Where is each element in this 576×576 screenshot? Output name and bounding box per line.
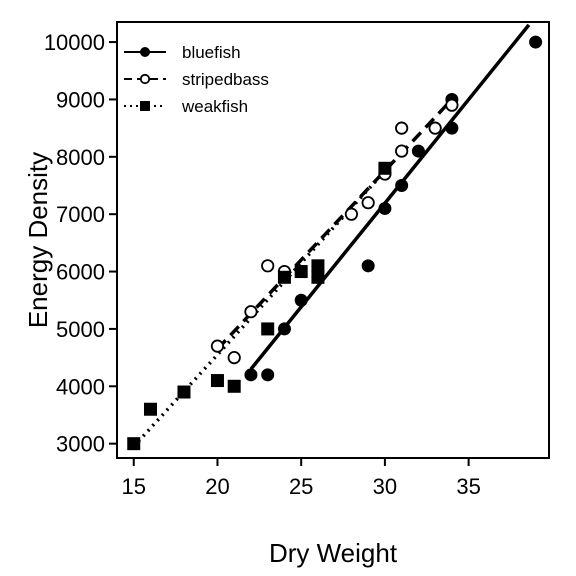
weakfish-point — [311, 259, 325, 273]
legend-label: weakfish — [181, 97, 248, 116]
stripedbass-point — [428, 121, 442, 135]
weakfish-point — [294, 265, 308, 279]
y-tick-label: 9000 — [56, 87, 105, 112]
bluefish-point — [378, 201, 392, 215]
y-tick-label: 7000 — [56, 202, 105, 227]
y-tick-label: 10000 — [44, 30, 105, 55]
y-tick-label: 5000 — [56, 317, 105, 342]
x-tick-label: 15 — [122, 474, 146, 499]
x-axis-title: Dry Weight — [269, 538, 398, 568]
stripedbass-point — [210, 339, 225, 353]
stripedbass-point — [361, 196, 375, 210]
y-tick-label: 4000 — [56, 374, 105, 399]
bluefish-point — [395, 179, 409, 192]
y-tick-label: 3000 — [56, 432, 105, 457]
stripedbass-fit-line — [216, 98, 454, 351]
bluefish-point — [244, 368, 258, 382]
stripedbass-point — [244, 305, 258, 319]
weakfish-point — [311, 270, 325, 284]
x-tick-label: 30 — [373, 474, 397, 499]
weakfish-point — [378, 161, 392, 175]
legend: bluefish stripedbass weakfish — [124, 43, 269, 116]
x-tick-label: 20 — [205, 474, 229, 499]
bluefish-point — [361, 259, 375, 273]
bluefish-point — [261, 368, 275, 382]
legend-marker — [140, 47, 150, 57]
y-tick-label: 6000 — [56, 260, 105, 285]
weakfish-point — [277, 270, 291, 284]
legend-entry-weakfish: weakfish — [124, 97, 248, 116]
legend-entry-bluefish: bluefish — [124, 43, 241, 62]
regression-lines — [132, 23, 531, 448]
x-tick-label: 35 — [456, 474, 480, 499]
legend-entry-stripedbass: stripedbass — [124, 70, 269, 89]
legend-label: stripedbass — [182, 70, 269, 89]
legend-marker — [140, 101, 150, 111]
data-points — [127, 35, 543, 451]
stripedbass-point — [261, 259, 275, 273]
bluefish-fit-line — [249, 23, 531, 371]
axis-ticks: 15 20 25 30 35 3000 4000 5000 6000 7000 8000 9000 10… — [44, 30, 481, 499]
bluefish-point — [294, 293, 308, 307]
legend-marker — [139, 73, 151, 85]
weakfish-point — [177, 385, 191, 399]
y-tick-label: 8000 — [56, 145, 105, 170]
weakfish-point — [210, 374, 224, 388]
y-axis-title: Energy Density — [23, 152, 53, 328]
stripedbass-point — [344, 207, 359, 221]
x-tick-label: 25 — [289, 474, 313, 499]
stripedbass-point — [395, 121, 409, 135]
weakfish-point — [261, 322, 275, 336]
weakfish-point — [143, 402, 157, 416]
legend-label: bluefish — [182, 43, 241, 62]
bluefish-point — [445, 121, 459, 135]
bluefish-point — [277, 322, 291, 336]
plot-frame — [116, 21, 550, 459]
stripedbass-point — [395, 144, 409, 158]
bluefish-point — [529, 35, 543, 49]
stripedbass-point — [445, 98, 459, 112]
stripedbass-point — [227, 351, 241, 365]
weakfish-point — [127, 437, 141, 451]
bluefish-point — [411, 144, 425, 158]
weakfish-point — [227, 379, 241, 393]
